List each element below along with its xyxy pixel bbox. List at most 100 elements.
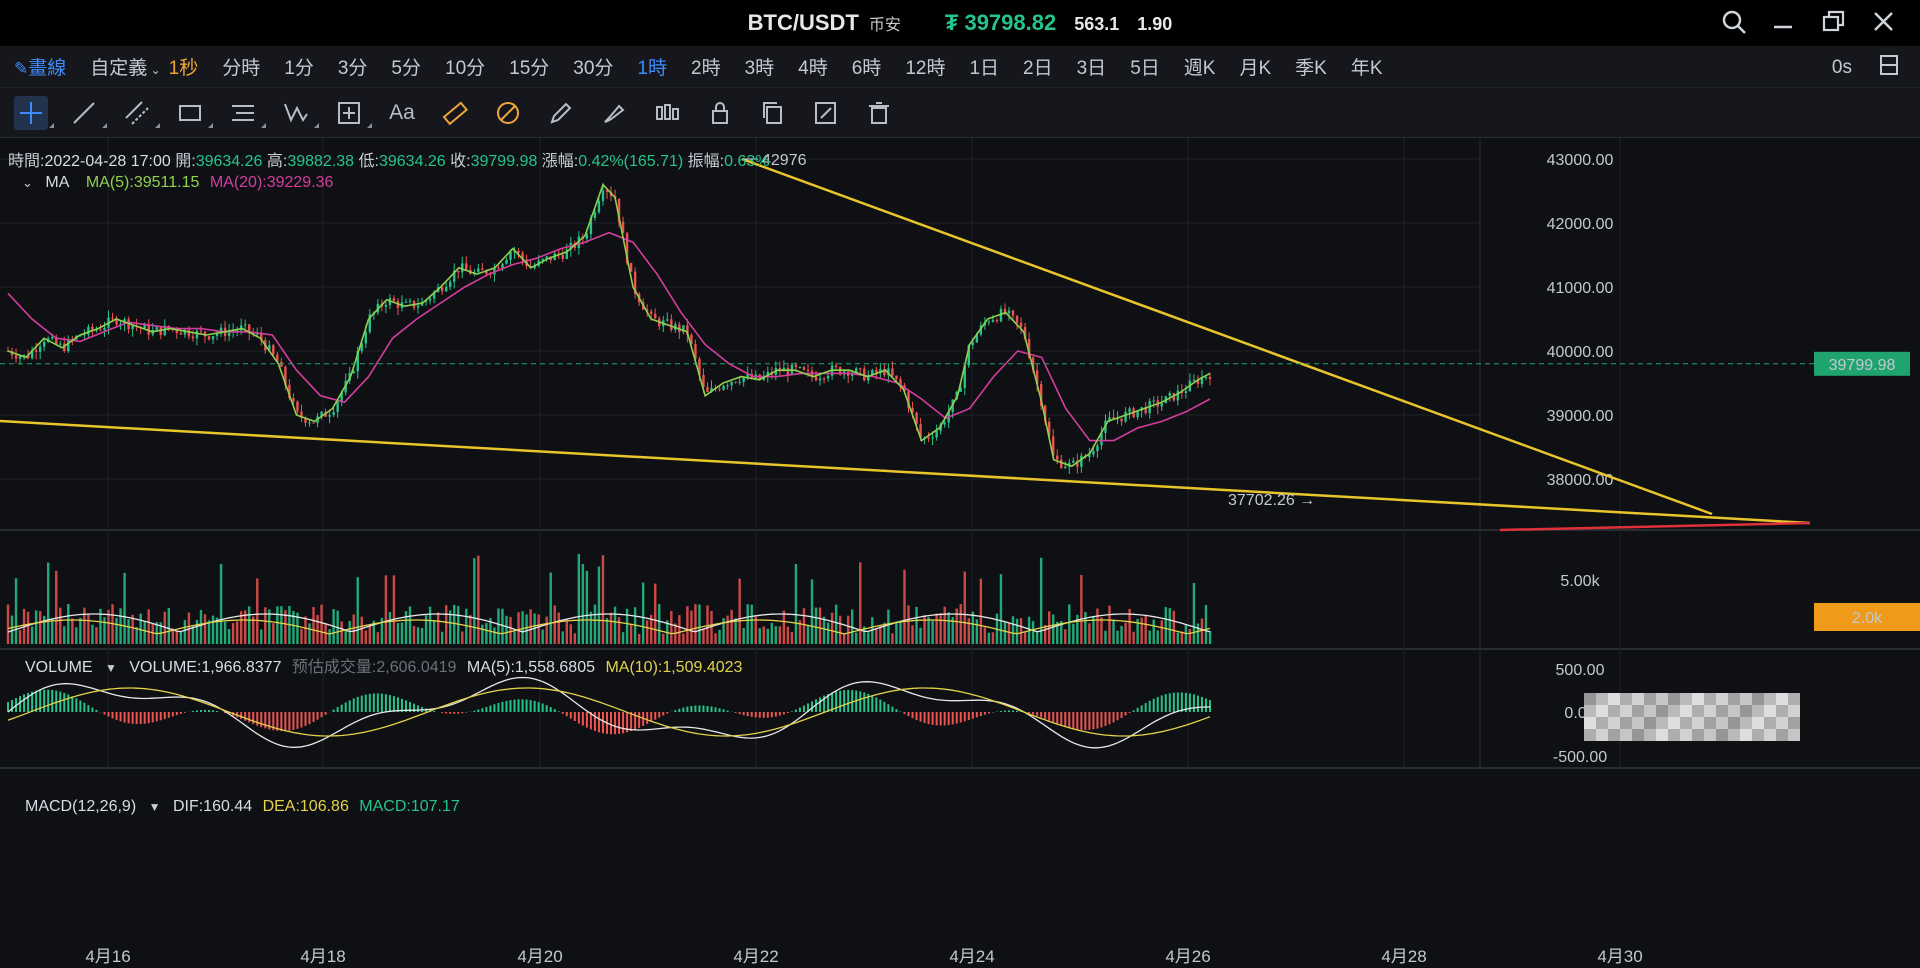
tf-10m[interactable]: 10分 [445,58,486,79]
volume-bar [71,618,74,644]
macd-bar [694,705,697,712]
tf-1m[interactable]: 1分 [284,58,314,79]
candle-body [891,368,894,376]
volume-bar [1136,618,1139,644]
trash-icon[interactable] [862,96,896,130]
copy-icon[interactable] [756,96,790,130]
wave-icon[interactable] [279,96,319,130]
volume-bar [396,623,400,644]
channel-icon[interactable] [120,96,160,130]
volume-bar [1204,605,1208,644]
crosshair-icon[interactable] [14,95,54,130]
pattern-icon[interactable] [491,96,525,130]
close-icon[interactable] [1870,8,1898,36]
macd-bar [1064,712,1067,727]
tf-3h[interactable]: 3時 [744,58,775,79]
tf-15m[interactable]: 15分 [509,58,550,79]
blur-block [1584,717,1596,729]
candle-body [215,333,219,337]
macd-bar [505,700,508,712]
macd-bar [400,698,403,712]
custom-timeframe-dropdown[interactable]: 自定義 ⌄ [90,53,160,80]
tf-2d[interactable]: 2日 [1023,58,1053,79]
candles-icon[interactable] [650,96,684,130]
open-value: 39634.26 [195,153,263,170]
tf-3m[interactable]: 3分 [337,58,368,79]
tf-week[interactable]: 週K [1183,58,1216,79]
pencil-icon[interactable] [544,96,578,130]
tf-30m[interactable]: 30分 [573,58,614,79]
volume-bar [1039,557,1043,644]
macd-bar [260,712,263,728]
macd-bar [461,712,464,714]
brush-icon[interactable] [597,96,631,130]
countdown-label: 0s [1831,57,1852,78]
blur-block [1776,705,1788,717]
tf-1s[interactable]: 1秒 [168,58,199,79]
date-axis-label: 4月16 [85,947,130,966]
volume-bar [481,624,484,644]
macd-bar [79,700,82,712]
macd-bar [722,709,725,712]
fib-icon[interactable] [226,96,266,130]
tf-5m[interactable]: 5分 [391,58,421,79]
amplitude-label: 振幅: [687,153,725,170]
candle-body [1136,410,1139,418]
candle-body [826,375,830,379]
volume-bar [328,629,331,644]
ma-legend[interactable]: ⌄ MA MA(5):39511.15 MA(20):39229.36 [22,174,333,192]
caret-down-icon[interactable]: ▼ [105,661,117,675]
tf-1h[interactable]: 1時 [637,58,667,79]
ruler-icon[interactable] [438,96,472,130]
volume-bar [239,611,243,644]
volume-bar [320,604,323,644]
lock-icon[interactable] [703,96,737,130]
volume-bar [400,622,404,644]
volume-bar [1060,620,1063,644]
macd-bar [191,710,194,712]
candle-body [87,326,90,335]
macd-bar [843,690,846,712]
search-icon[interactable] [1720,8,1748,36]
tf-2h[interactable]: 2時 [691,58,721,79]
layout-icon[interactable] [1878,54,1900,82]
line-icon[interactable] [67,96,107,130]
tf-3d[interactable]: 3日 [1076,58,1107,79]
macd-bar [284,712,287,731]
restore-icon[interactable] [1820,8,1848,36]
volume-bar [943,606,946,644]
volume-bar [907,605,910,644]
candle-body [1035,370,1039,385]
tf-12h[interactable]: 12時 [905,58,946,79]
measure-icon[interactable] [332,96,372,130]
volume-bar [376,632,380,644]
macd-bar [340,704,343,712]
edit-icon[interactable] [809,96,843,130]
caret-down-icon[interactable]: ▼ [148,800,161,814]
tf-5d[interactable]: 5日 [1130,58,1160,79]
minimize-icon[interactable] [1770,8,1798,36]
text-icon[interactable]: Aa [389,100,415,124]
tf-6h[interactable]: 6時 [851,58,882,79]
candle-body [1080,455,1083,467]
tf-year[interactable]: 年K [1350,58,1383,79]
candle-body [1176,390,1180,401]
candle-body [1096,445,1099,452]
draw-toggle[interactable]: ✎畫線 [14,53,66,80]
candle-body [1031,357,1035,371]
candle-body [18,356,22,359]
tf-4h[interactable]: 4時 [798,58,828,79]
rectangle-icon[interactable] [173,96,213,130]
tf-month[interactable]: 月K [1239,58,1272,79]
price-chart-svg[interactable]: 43000.00 42000.00 41000.00 40000.00 39000.00… [0,138,1920,968]
volume-bar [284,610,287,644]
pair-name[interactable]: BTC/USDT [747,10,859,35]
macd-bar [758,712,761,718]
macd-dif: DIF:160.44 [172,798,253,815]
tf-quarter[interactable]: 季K [1295,58,1327,79]
tf-timeshare[interactable]: 分時 [222,58,261,79]
volume-bar [1088,623,1091,644]
tf-1d[interactable]: 1日 [969,58,1000,79]
chevron-down-icon[interactable]: ⌄ [22,175,33,190]
chart-area[interactable]: 43000.00 42000.00 41000.00 40000.00 39000.00… [0,138,1920,968]
